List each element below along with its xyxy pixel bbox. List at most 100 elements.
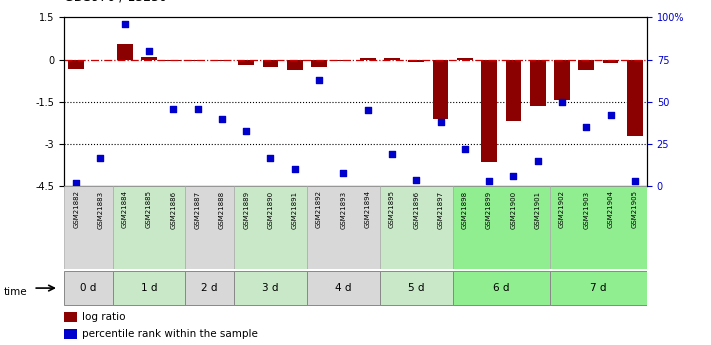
Text: GSM21896: GSM21896 (413, 190, 419, 229)
Point (386, 151, 397, 157)
Text: GSM21898: GSM21898 (462, 190, 468, 229)
Point (144, 48, 155, 54)
Point (508, 174, 519, 179)
Text: GSM21904: GSM21904 (608, 190, 614, 228)
Bar (262, 59, 279, 67)
Text: 7 d: 7 d (590, 283, 606, 293)
Text: GSM21899: GSM21899 (486, 190, 492, 229)
Point (264, 155, 276, 160)
Text: GSM21885: GSM21885 (146, 190, 152, 228)
Text: 0 d: 0 d (80, 283, 97, 293)
Text: GSM21893: GSM21893 (341, 190, 346, 229)
Point (119, 21, 130, 27)
Bar (141, 57, 157, 59)
Bar (453, 271, 550, 305)
Text: GSM21891: GSM21891 (292, 190, 298, 229)
Text: GSM21883: GSM21883 (97, 190, 103, 229)
Text: GSM21895: GSM21895 (389, 190, 395, 228)
Bar (550, 271, 647, 305)
Point (168, 106, 179, 111)
Bar (530, 59, 545, 106)
Point (216, 116, 228, 121)
Point (581, 124, 592, 130)
Bar (238, 59, 254, 65)
Text: GSM21900: GSM21900 (510, 190, 516, 229)
Bar (234, 186, 307, 269)
Bar (578, 59, 594, 70)
Text: GSM21888: GSM21888 (219, 190, 225, 229)
Bar (380, 186, 453, 269)
Bar (68, 59, 84, 69)
Bar (506, 59, 521, 121)
Point (70, 180, 82, 186)
Text: GSM21890: GSM21890 (267, 190, 274, 229)
Bar (360, 58, 375, 59)
Bar (166, 59, 181, 61)
Bar (384, 58, 400, 59)
Text: GSM21905: GSM21905 (632, 190, 638, 228)
Bar (550, 186, 647, 269)
Bar (64, 186, 112, 269)
Text: 4 d: 4 d (335, 283, 352, 293)
Text: GSM21882: GSM21882 (73, 190, 79, 228)
Text: log ratio: log ratio (82, 312, 125, 322)
Point (435, 119, 447, 125)
Text: GDS970 / 13230: GDS970 / 13230 (64, 0, 167, 4)
Point (289, 167, 301, 172)
Bar (186, 186, 234, 269)
Point (532, 158, 543, 164)
Point (483, 178, 495, 184)
Bar (186, 271, 234, 305)
Text: 3 d: 3 d (262, 283, 279, 293)
Text: GSM21901: GSM21901 (535, 190, 540, 229)
Text: 1 d: 1 d (141, 283, 157, 293)
Text: GSM21892: GSM21892 (316, 190, 322, 228)
Bar (190, 59, 205, 61)
Point (314, 77, 325, 82)
Bar (432, 59, 449, 119)
Text: time: time (4, 287, 27, 296)
Text: GSM21903: GSM21903 (583, 190, 589, 229)
Point (605, 112, 616, 118)
Bar (307, 271, 380, 305)
Text: GSM21889: GSM21889 (243, 190, 249, 229)
Point (556, 99, 567, 105)
Bar (307, 186, 380, 269)
Text: percentile rank within the sample: percentile rank within the sample (82, 329, 257, 339)
Bar (287, 59, 303, 70)
Text: GSM21897: GSM21897 (437, 190, 444, 229)
Bar (380, 271, 453, 305)
Bar (554, 59, 570, 100)
Bar (64, 312, 77, 322)
Text: GSM21887: GSM21887 (195, 190, 201, 229)
Bar (64, 271, 112, 305)
Text: GSM21886: GSM21886 (171, 190, 176, 229)
Bar (112, 271, 186, 305)
Text: GSM21894: GSM21894 (365, 190, 370, 228)
Bar (64, 329, 77, 339)
Bar (234, 271, 307, 305)
Bar (311, 59, 327, 67)
Bar (627, 59, 643, 136)
Bar (336, 59, 351, 61)
Point (362, 107, 373, 113)
Point (192, 106, 203, 111)
Point (240, 128, 252, 133)
Bar (117, 44, 133, 59)
Text: GSM21902: GSM21902 (559, 190, 565, 228)
Text: GSM21884: GSM21884 (122, 190, 128, 228)
Bar (112, 186, 186, 269)
Point (629, 178, 641, 184)
Text: 6 d: 6 d (493, 283, 510, 293)
Point (410, 177, 422, 182)
Bar (481, 59, 497, 162)
Point (338, 170, 349, 176)
Bar (453, 186, 550, 269)
Bar (457, 58, 473, 59)
Bar (214, 59, 230, 61)
Text: 5 d: 5 d (408, 283, 424, 293)
Point (459, 146, 471, 152)
Bar (603, 59, 619, 63)
Point (95, 155, 106, 160)
Bar (408, 59, 424, 62)
